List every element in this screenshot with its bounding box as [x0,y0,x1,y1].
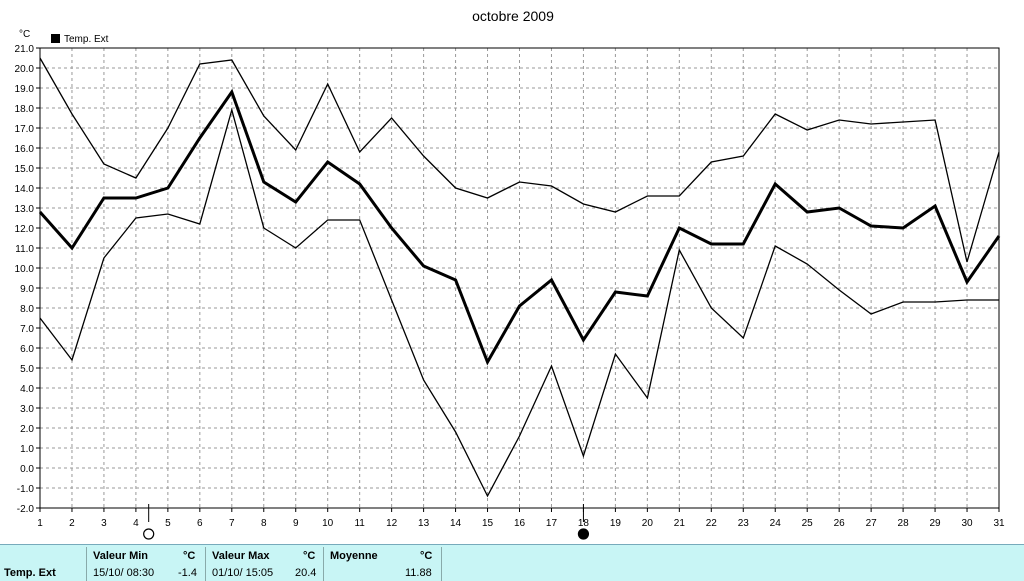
x-tick-label: 2 [69,518,75,529]
x-tick-label: 19 [610,518,622,529]
x-tick-label: 18 [578,518,590,529]
y-tick-label: 15.0 [15,164,35,175]
series-line-1 [39,57,1000,263]
min-date: 15/10/ 08:30 [93,567,155,579]
x-tick-label: 25 [802,518,814,529]
y-tick-label: 6.0 [20,344,34,355]
y-tick-label: 17.0 [15,124,35,135]
y-tick-label: 4.0 [20,384,34,395]
x-tick-label: 3 [101,518,107,529]
plot-frame [39,47,1000,509]
stats-bar: Temp. Ext Valeur Min °C 15/10/ 08:30 -1.… [0,544,1024,581]
y-tick-label: 10.0 [15,264,35,275]
min-unit: °C [183,550,196,562]
y-tick-label: 1.0 [20,444,34,455]
max-date: 01/10/ 15:05 [212,567,274,579]
x-tick-label: 12 [386,518,398,529]
avg-header: Moyenne [330,550,378,562]
x-tick-label: 17 [546,518,558,529]
x-tick-label: 27 [866,518,878,529]
y-tick-label: 16.0 [15,144,35,155]
x-tick-label: 21 [674,518,686,529]
y-tick-label: 8.0 [20,304,34,315]
x-tick-label: 8 [261,518,267,529]
y-tick-label: 0.0 [20,464,34,475]
y-tick-label: 3.0 [20,404,34,415]
full-moon-icon [577,528,590,540]
chart-title: octobre 2009 [472,8,554,24]
x-tick-label: 1 [37,518,43,529]
x-tick-label: 13 [418,518,430,529]
x-tick-label: 5 [165,518,171,529]
x-tick-label: 11 [354,518,365,529]
y-tick-label: 18.0 [15,104,35,115]
x-tick-label: 7 [229,518,235,529]
x-tick-label: 28 [898,518,910,529]
max-unit: °C [303,550,316,562]
min-header: Valeur Min [93,550,149,562]
y-tick-label: 9.0 [20,284,34,295]
x-tick-label: 15 [482,518,494,529]
series-line-2 [38,88,1001,366]
y-tick-label: 21.0 [15,44,35,55]
y-tick-label: 13.0 [15,204,35,215]
series-line-3 [39,107,999,498]
x-tick-label: 6 [197,518,203,529]
y-tick-label: 14.0 [15,184,35,195]
x-tick-label: 24 [770,518,782,529]
min-value: -1.4 [178,567,197,579]
y-tick-label: 11.0 [15,244,34,255]
x-tick-label: 4 [133,518,139,529]
legend-swatch [51,34,60,43]
x-tick-label: 31 [993,518,1005,529]
max-header: Valeur Max [212,550,270,562]
x-tick-label: 30 [961,518,973,529]
x-tick-label: 26 [834,518,846,529]
y-tick-label: 12.0 [15,224,35,235]
max-value: 20.4 [295,567,317,579]
y-tick-label: 5.0 [20,364,34,375]
x-tick-label: 14 [450,518,462,529]
x-tick-label: 10 [322,518,334,529]
y-tick-label: 2.0 [20,424,34,435]
y-axis-unit: °C [19,29,30,40]
x-tick-label: 9 [293,518,299,529]
y-tick-label: 19.0 [15,84,35,95]
x-tick-label: 16 [514,518,526,529]
x-tick-label: 29 [930,518,942,529]
avg-value: 11.88 [405,567,432,579]
legend-label: Temp. Ext [64,34,109,45]
temperature-chart: octobre 2009 °C Temp. Ext -2.0 -1.0 0.0 1.0… [15,8,1005,540]
new-moon-icon [143,528,155,540]
y-tick-label: 20.0 [15,64,35,75]
y-tick-label: -1.0 [17,484,35,495]
y-tick-label: 7.0 [20,324,34,335]
x-tick-label: 23 [738,518,750,529]
avg-unit: °C [420,550,433,562]
stats-row-label: Temp. Ext [4,567,56,579]
y-tick-label: -2.0 [17,504,35,515]
x-tick-label: 22 [706,518,718,529]
x-tick-label: 20 [642,518,654,529]
